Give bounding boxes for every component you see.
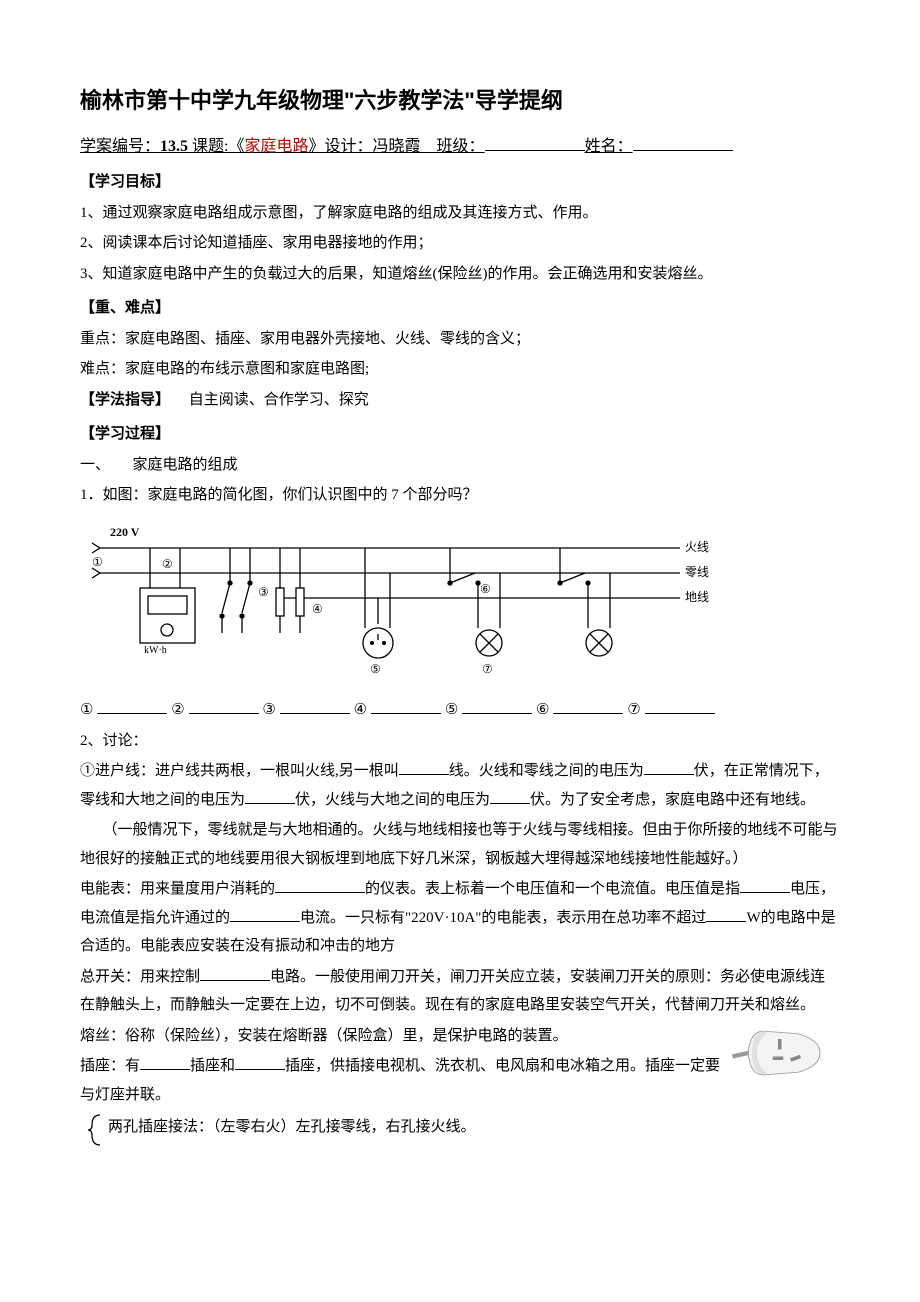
d2d: 电流。一只标有"220V·10A"的电能表，表示用在总功率不超过 <box>300 910 706 926</box>
svg-text:①: ① <box>92 555 103 569</box>
code: 13.5 <box>160 138 188 155</box>
n5: ⑤ <box>445 696 458 725</box>
page-title: 榆林市第十中学九年级物理"六步教学法"导学提纲 <box>80 80 840 122</box>
blank-d5-2[interactable] <box>235 1054 285 1070</box>
d2a: 电能表：用来量度用户消耗的 <box>80 881 275 897</box>
svg-text:零线: 零线 <box>685 565 709 579</box>
bracket-block: 两孔插座接法：（左零右火）左孔接零线，右孔接火线。 <box>80 1113 840 1142</box>
blank-n7[interactable] <box>645 698 715 714</box>
blank-d2-2[interactable] <box>740 877 790 893</box>
designer: 冯晓霞 <box>373 138 437 155</box>
svg-text:⑦: ⑦ <box>482 662 493 676</box>
svg-text:kW·h: kW·h <box>144 645 167 656</box>
blank-n6[interactable] <box>553 698 623 714</box>
d1d: 伏，火线与大地之间的电压为 <box>295 792 490 808</box>
d1e: 伏。为了安全考虑，家庭电路中还有地线。 <box>530 792 815 808</box>
blank-d1-4[interactable] <box>490 788 530 804</box>
n3: ③ <box>262 696 275 725</box>
num-answer-line: ① ② ③ ④ ⑤ ⑥ ⑦ <box>80 696 840 725</box>
svg-text:⑥: ⑥ <box>480 582 491 596</box>
designer-label: 设计： <box>325 138 373 155</box>
d3a: 总开关：用来控制 <box>80 969 200 985</box>
blank-n3[interactable] <box>280 698 350 714</box>
n2: ② <box>171 696 184 725</box>
method-body: 自主阅读、合作学习、探究 <box>189 392 369 408</box>
topic-label: 课题: <box>188 138 228 155</box>
n7: ⑦ <box>627 696 640 725</box>
svg-text:220 V: 220 V <box>110 525 140 539</box>
keypoint-head: 【重、难点】 <box>80 294 840 323</box>
topic-close: 》 <box>309 138 325 155</box>
d5a: 插座：有 <box>80 1058 140 1074</box>
process-head: 【学习过程】 <box>80 420 840 449</box>
blank-d3-1[interactable] <box>200 965 270 981</box>
svg-text:②: ② <box>162 557 173 571</box>
n1: ① <box>80 696 93 725</box>
goal-2: 2、阅读课本后讨论知道插座、家用电器接地的作用； <box>80 229 840 258</box>
n4: ④ <box>354 696 367 725</box>
topic-name: 家庭电路 <box>244 138 308 155</box>
d1-line: ①进户线：进户线共两根，一根叫火线,另一根叫线。火线和零线之间的电压为伏，在正常… <box>80 757 840 814</box>
blank-d1-2[interactable] <box>644 759 694 775</box>
keypoint-1: 重点：家庭电路图、插座、家用电器外壳接地、火线、零线的含义； <box>80 325 840 354</box>
blank-n1[interactable] <box>97 698 167 714</box>
svg-text:火线: 火线 <box>685 540 709 554</box>
d1a: ①进户线：进户线共两根，一根叫火线,另一根叫 <box>80 763 399 779</box>
part1-head: 一、 家庭电路的组成 <box>80 451 840 480</box>
d5b: 插座和 <box>190 1058 235 1074</box>
d4-line: 熔丝：俗称（保险丝），安装在熔断器（保险盒）里，是保护电路的装置。 <box>80 1022 840 1051</box>
goal-1: 1、通过观察家庭电路组成示意图，了解家庭电路的组成及其连接方式、作用。 <box>80 199 840 228</box>
svg-text:⑤: ⑤ <box>370 662 381 676</box>
plug-icon <box>730 1018 840 1088</box>
blank-d1-3[interactable] <box>245 788 295 804</box>
blank-n4[interactable] <box>371 698 441 714</box>
brace-icon <box>86 1113 104 1147</box>
blank-d2-4[interactable] <box>706 906 746 922</box>
discuss-head: 2、讨论： <box>80 727 840 756</box>
q1: 1．如图：家庭电路的简化图，你们认识图中的 7 个部分吗？ <box>80 481 840 510</box>
blank-n5[interactable] <box>462 698 532 714</box>
svg-text:③: ③ <box>258 585 269 599</box>
d2b: 的仪表。表上标着一个电压值和一个电流值。电压值是指 <box>365 881 740 897</box>
circuit-diagram: 220 V 火线 零线 地线 ① kW·h ② ③ ④ <box>80 518 840 689</box>
d1-note: （一般情况下，零线就是与大地相通的。火线与地线相接也等于火线与零线相接。但由于你… <box>80 816 840 873</box>
svg-text:④: ④ <box>312 602 323 616</box>
topic-open: 《 <box>228 138 244 155</box>
blank-n2[interactable] <box>189 698 259 714</box>
goal-3: 3、知道家庭电路中产生的负载过大的后果，知道熔丝(保险丝)的作用。会正确选用和安… <box>80 260 840 289</box>
br1: 两孔插座接法：（左零右火）左孔接零线，右孔接火线。 <box>108 1113 840 1142</box>
method-head: 【学法指导】 <box>80 392 170 408</box>
blank-d1-1[interactable] <box>399 759 449 775</box>
class-label: 班级： <box>437 138 485 155</box>
d3-line: 总开关：用来控制电路。一般使用闸刀开关，闸刀开关应立装，安装闸刀开关的原则：务必… <box>80 963 840 1020</box>
method-line: 【学法指导】 自主阅读、合作学习、探究 <box>80 386 840 415</box>
goal-head: 【学习目标】 <box>80 168 840 197</box>
svg-text:地线: 地线 <box>685 590 709 604</box>
name-blank[interactable] <box>633 134 733 151</box>
name-label: 姓名： <box>585 138 633 155</box>
keypoint-2: 难点：家庭电路的布线示意图和家庭电路图; <box>80 355 840 384</box>
blank-d2-3[interactable] <box>230 906 300 922</box>
blank-d5-1[interactable] <box>140 1054 190 1070</box>
n6: ⑥ <box>536 696 549 725</box>
subtitle-line: 学案编号：13.5 课题:《家庭电路》设计：冯晓霞 班级： 姓名： <box>80 132 840 162</box>
class-blank[interactable] <box>485 134 585 151</box>
code-label: 学案编号： <box>80 138 160 155</box>
d2-line: 电能表：用来量度用户消耗的的仪表。表上标着一个电压值和一个电流值。电压值是指电压… <box>80 875 840 961</box>
blank-d2-1[interactable] <box>275 877 365 893</box>
d1b: 线。火线和零线之间的电压为 <box>449 763 644 779</box>
d5-line: 插座：有插座和插座，供插接电视机、洗衣机、电风扇和电冰箱之用。插座一定要与灯座并… <box>80 1052 840 1109</box>
